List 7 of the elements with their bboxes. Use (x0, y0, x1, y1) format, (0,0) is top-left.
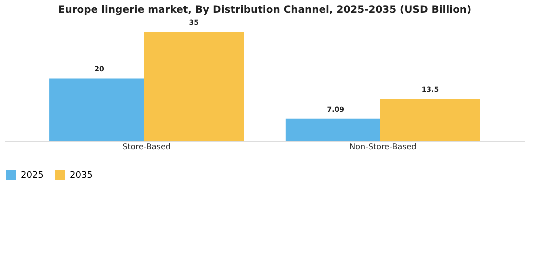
legend-label: 2025 (21, 171, 44, 181)
x-tick-label: Non-Store-Based (350, 142, 417, 152)
chart-title: Europe lingerie market, By Distribution Channel, 2025-2035 (USD Billion) (58, 5, 472, 16)
bar (380, 98, 480, 141)
x-tick-label: Store-Based (122, 142, 171, 152)
bar (144, 32, 244, 141)
legend-label: 2035 (70, 171, 93, 181)
